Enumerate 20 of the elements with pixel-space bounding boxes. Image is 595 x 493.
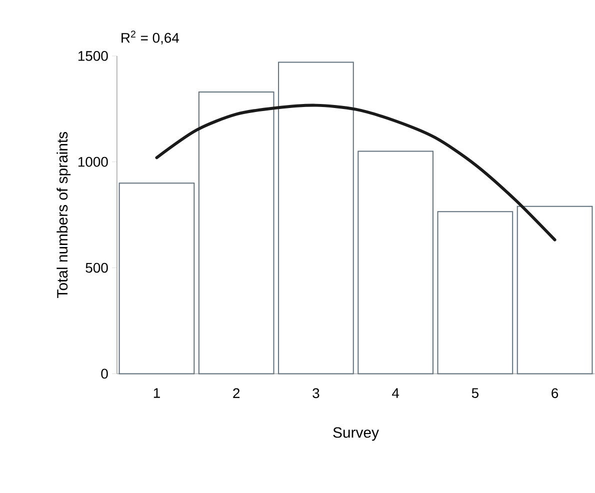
x-tick-label: 3 bbox=[312, 388, 320, 398]
line-series bbox=[155, 104, 556, 242]
x-tick-label: 5 bbox=[472, 388, 478, 398]
text: R$^{2}$ = 0,64 bbox=[122, 30, 180, 45]
bar bbox=[358, 150, 434, 374]
x-tick-label: 6 bbox=[552, 388, 558, 398]
x-axis-title: Survey bbox=[333, 427, 379, 441]
bar bbox=[198, 92, 274, 374]
y-tick-label: 1500 bbox=[78, 51, 108, 62]
y-tick-label: 500 bbox=[86, 263, 108, 273]
bar bbox=[118, 182, 195, 374]
bar bbox=[437, 211, 514, 374]
y-tick-label: 0 bbox=[101, 368, 108, 379]
bar bbox=[516, 206, 593, 374]
y-axis-title: Total numbers of spraints bbox=[56, 132, 71, 298]
bar bbox=[278, 62, 354, 374]
y-tick-label: 1000 bbox=[78, 157, 108, 167]
x-tick-label: 1 bbox=[154, 388, 160, 398]
x-tick-label: 2 bbox=[233, 388, 240, 398]
x-tick-label: 4 bbox=[392, 388, 400, 398]
